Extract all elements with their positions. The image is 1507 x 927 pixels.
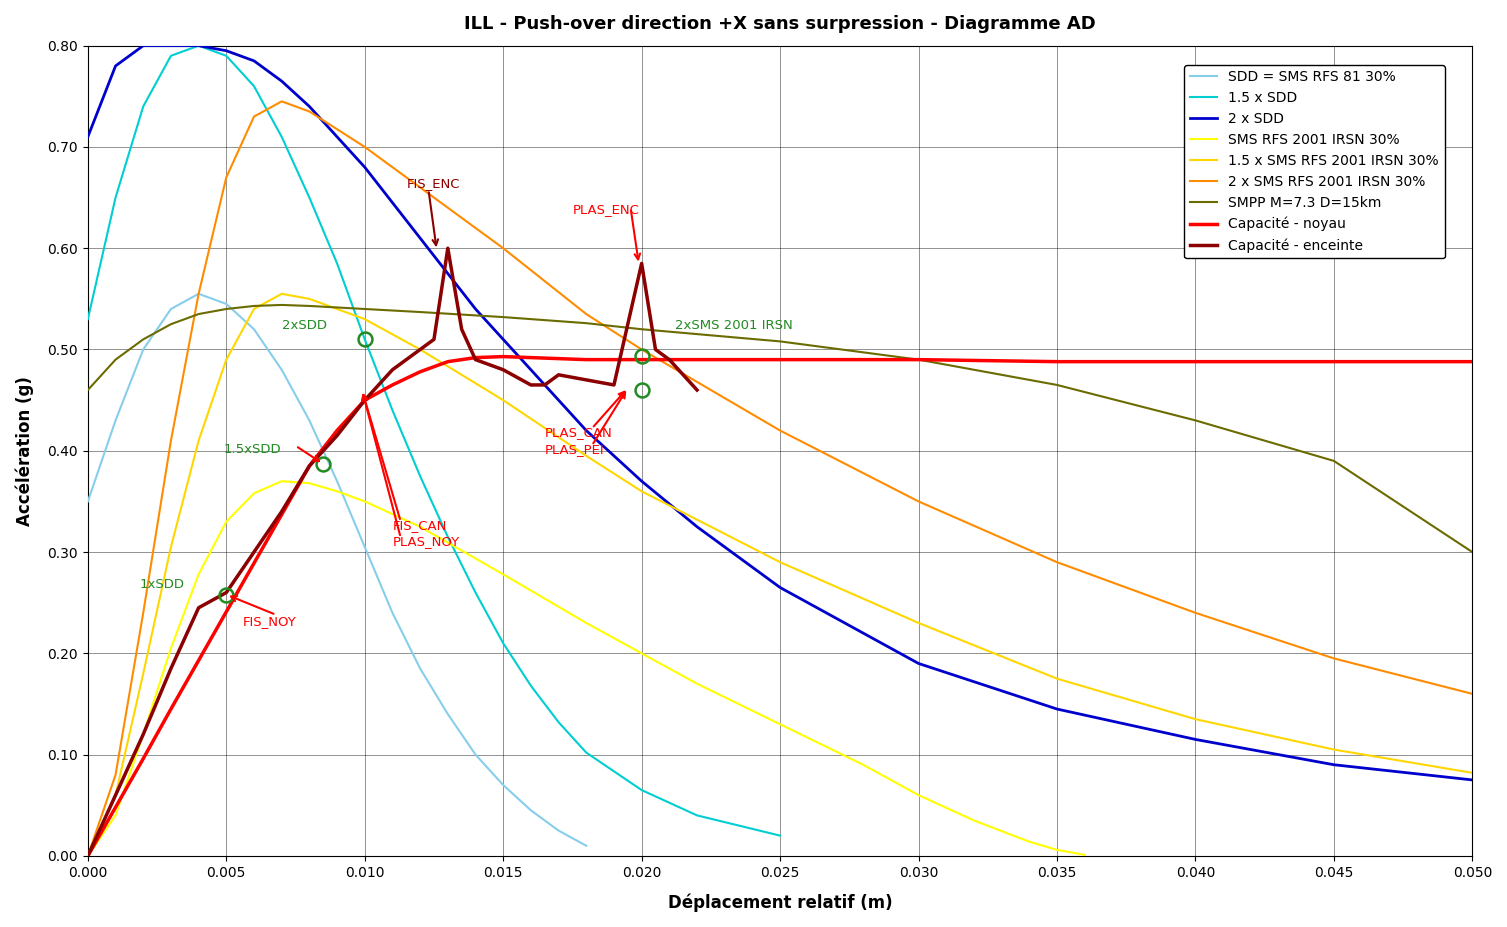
Text: PLAS_NOY: PLAS_NOY <box>392 535 460 548</box>
Text: FIS_CAN: FIS_CAN <box>392 519 446 532</box>
Text: 2xSDD: 2xSDD <box>282 319 327 332</box>
Text: 1.5xSDD: 1.5xSDD <box>223 443 282 456</box>
X-axis label: Déplacement relatif (m): Déplacement relatif (m) <box>668 894 892 912</box>
Text: 1xSDD: 1xSDD <box>139 578 184 590</box>
Text: 2xSMS 2001 IRSN: 2xSMS 2001 IRSN <box>675 319 793 332</box>
Text: PLAS_ENC: PLAS_ENC <box>573 203 639 216</box>
Text: PLAS_CAN: PLAS_CAN <box>544 425 612 438</box>
Text: PLAS_PEI: PLAS_PEI <box>544 443 604 456</box>
Y-axis label: Accélération (g): Accélération (g) <box>15 375 33 526</box>
Legend: SDD = SMS RFS 81 30%, 1.5 x SDD, 2 x SDD, SMS RFS 2001 IRSN 30%, 1.5 x SMS RFS 2: SDD = SMS RFS 81 30%, 1.5 x SDD, 2 x SDD… <box>1185 65 1445 259</box>
Text: FIS_NOY: FIS_NOY <box>243 615 297 628</box>
Text: FIS_ENC: FIS_ENC <box>407 177 460 190</box>
Title: ILL - Push-over direction +X sans surpression - Diagramme AD: ILL - Push-over direction +X sans surpre… <box>464 15 1096 33</box>
